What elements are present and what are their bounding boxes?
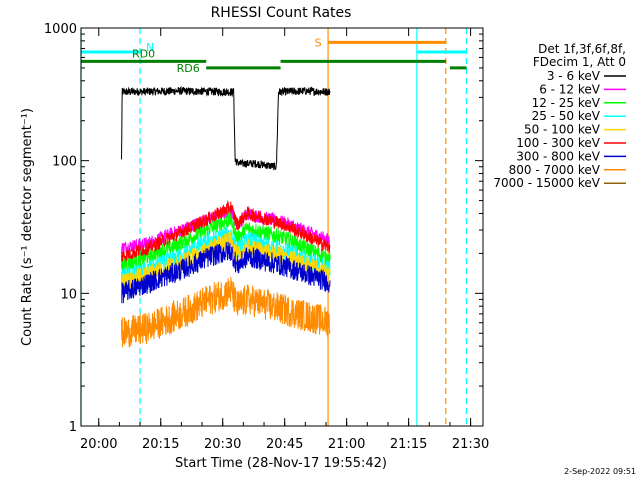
- legend-entry-label: 6 - 12 keV: [539, 82, 601, 96]
- legend-entry-label: 100 - 300 keV: [516, 136, 600, 150]
- x-tick-label: 20:15: [142, 437, 179, 452]
- plot-frame: [80, 27, 484, 427]
- y-tick-label: 100: [52, 155, 77, 170]
- legend-entry-label: 25 - 50 keV: [532, 109, 601, 123]
- series-line-7: [121, 276, 331, 348]
- y-tick-label: 1000: [44, 22, 77, 37]
- legend-header-line-2: FDecim 1, Att 0: [533, 55, 626, 69]
- state-bar-label-s: S: [315, 36, 322, 49]
- state-bar-label-rd0: RD0: [132, 47, 155, 60]
- legend-entry-label: 3 - 6 keV: [547, 69, 601, 83]
- series-line-0: [121, 85, 331, 171]
- state-bar-label-n: N: [146, 41, 154, 54]
- legend-entry-label: 800 - 7000 keV: [509, 163, 601, 177]
- chart-title: RHESSI Count Rates: [211, 5, 352, 21]
- x-tick-label: 20:45: [266, 437, 303, 452]
- y-tick-label: 1: [69, 420, 77, 435]
- legend-entry-label: 12 - 25 keV: [532, 96, 601, 110]
- y-tick-label: 10: [60, 287, 77, 302]
- x-tick-label: 20:00: [80, 437, 117, 452]
- legend-entry-label: 300 - 800 keV: [516, 149, 600, 163]
- axes: 20:00 20:15 20:30 20:45 21:00 21:15 21:30 1 10 10…: [44, 22, 489, 452]
- series-line-5: [121, 200, 331, 262]
- x-tick-label: 21:15: [390, 437, 427, 452]
- timestamp: 2-Sep-2022 09:51: [564, 467, 636, 476]
- series-lines: [121, 85, 331, 348]
- series-line-3: [121, 226, 331, 287]
- y-axis-label: Count Rate (s⁻¹ detector segment⁻¹): [20, 108, 35, 346]
- x-tick-label: 21:30: [452, 437, 489, 452]
- legend-header-line-1: Det 1f,3f,6f,8f,: [538, 42, 626, 56]
- attenuator-bars: N S RD0 RD6: [81, 36, 467, 75]
- legend-entry-label: 7000 - 15000 keV: [493, 176, 600, 190]
- state-bar-label-rd6: RD6: [177, 62, 200, 75]
- x-axis-label: Start Time (28-Nov-17 19:55:42): [175, 456, 387, 471]
- legend-entry-label: 50 - 100 keV: [524, 123, 601, 137]
- x-tick-label: 21:00: [328, 437, 365, 452]
- series-line-6: [121, 241, 331, 304]
- x-tick-label: 20:30: [204, 437, 241, 452]
